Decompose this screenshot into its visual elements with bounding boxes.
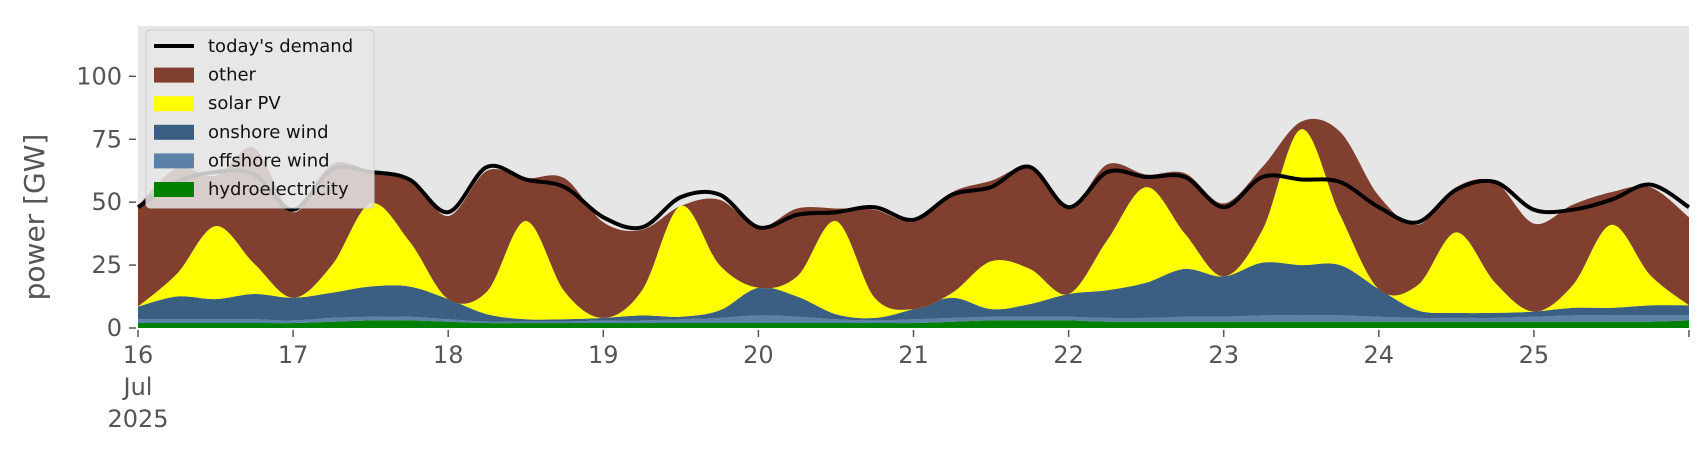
axes: 0 25 50 75 100 16 Jul 2025 17 18 19 20 21 22 23 24 25 (76, 62, 1690, 433)
x-tick-label-25: 25 (1519, 341, 1550, 369)
legend-label-solar-pv: solar PV (208, 93, 281, 114)
legend-label-today-s-demand: today's demand (208, 36, 353, 57)
legend-label-hydroelectricity: hydroelectricity (208, 179, 349, 200)
x-tick-label-21: 21 (898, 341, 929, 369)
y-tick-label-100: 100 (76, 62, 122, 90)
x-tick-label-18: 18 (433, 341, 464, 369)
legend-label-onshore-wind: onshore wind (208, 122, 329, 143)
legend-swatch-offshore-wind (154, 153, 194, 169)
legend-label-offshore-wind: offshore wind (208, 150, 330, 171)
line-today-s-demand (136, 163, 1691, 231)
y-axis-title: power [GW] (18, 134, 51, 301)
legend-box (145, 29, 375, 209)
x-tick-sublabel-jul: Jul (122, 373, 153, 401)
area-solar-pv (138, 129, 1689, 320)
y-tick-label-50: 50 (91, 188, 122, 216)
x-tick-label-19: 19 (588, 341, 619, 369)
y-tick-label-25: 25 (91, 251, 122, 279)
x-tick-label-20: 20 (743, 341, 774, 369)
stacked-areas (138, 118, 1689, 328)
x-tick-label-23: 23 (1208, 341, 1239, 369)
area-onshore-wind (138, 262, 1689, 322)
legend-swatch-solar-pv (154, 96, 194, 112)
x-tick-label-17: 17 (278, 341, 309, 369)
x-tick-label-24: 24 (1364, 341, 1395, 369)
area-other (138, 118, 1689, 318)
legend-swatch-hydroelectricity (154, 182, 194, 197)
y-tick-label-0: 0 (107, 314, 122, 342)
legend-label-other: other (208, 65, 257, 86)
legend: today's demand other solar PV onshore wind o… (145, 29, 375, 209)
demand-line-layer (136, 163, 1691, 231)
x-tick-label-16: 16 (123, 341, 154, 369)
y-tick-label-75: 75 (91, 125, 122, 153)
area-hydroelectricity (138, 320, 1689, 328)
legend-swatch-onshore-wind (154, 124, 194, 140)
x-tick-sublabel-2025: 2025 (107, 405, 168, 433)
legend-swatch-other (154, 67, 194, 83)
x-tick-label-22: 22 (1053, 341, 1084, 369)
